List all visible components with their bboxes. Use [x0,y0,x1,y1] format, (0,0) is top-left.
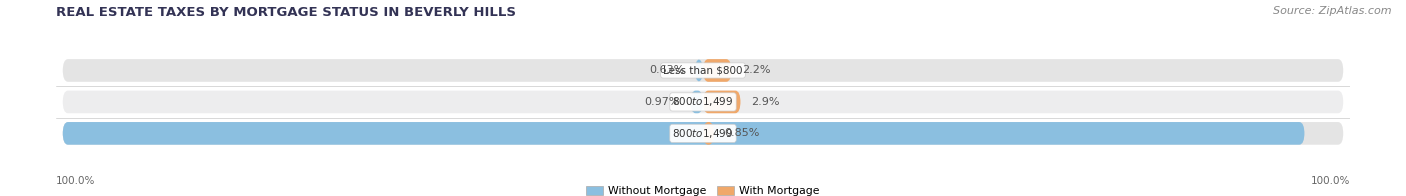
FancyBboxPatch shape [63,122,1305,145]
Text: Less than $800: Less than $800 [664,65,742,75]
Text: $800 to $1,499: $800 to $1,499 [672,127,734,140]
Text: 0.85%: 0.85% [724,128,759,138]
FancyBboxPatch shape [703,59,731,82]
FancyBboxPatch shape [703,91,741,113]
Text: $800 to $1,499: $800 to $1,499 [672,95,734,108]
FancyBboxPatch shape [63,122,1343,145]
Text: 2.9%: 2.9% [751,97,779,107]
Text: 2.2%: 2.2% [742,65,770,75]
Text: Source: ZipAtlas.com: Source: ZipAtlas.com [1274,6,1392,16]
FancyBboxPatch shape [63,59,1343,82]
FancyBboxPatch shape [690,91,703,113]
Text: 100.0%: 100.0% [1310,176,1350,186]
Text: 0.97%: 0.97% [644,97,681,107]
Legend: Without Mortgage, With Mortgage: Without Mortgage, With Mortgage [582,181,824,196]
Text: 100.0%: 100.0% [56,176,96,186]
FancyBboxPatch shape [703,122,714,145]
Text: 0.63%: 0.63% [650,65,685,75]
FancyBboxPatch shape [63,91,1343,113]
Text: REAL ESTATE TAXES BY MORTGAGE STATUS IN BEVERLY HILLS: REAL ESTATE TAXES BY MORTGAGE STATUS IN … [56,6,516,19]
FancyBboxPatch shape [695,59,703,82]
